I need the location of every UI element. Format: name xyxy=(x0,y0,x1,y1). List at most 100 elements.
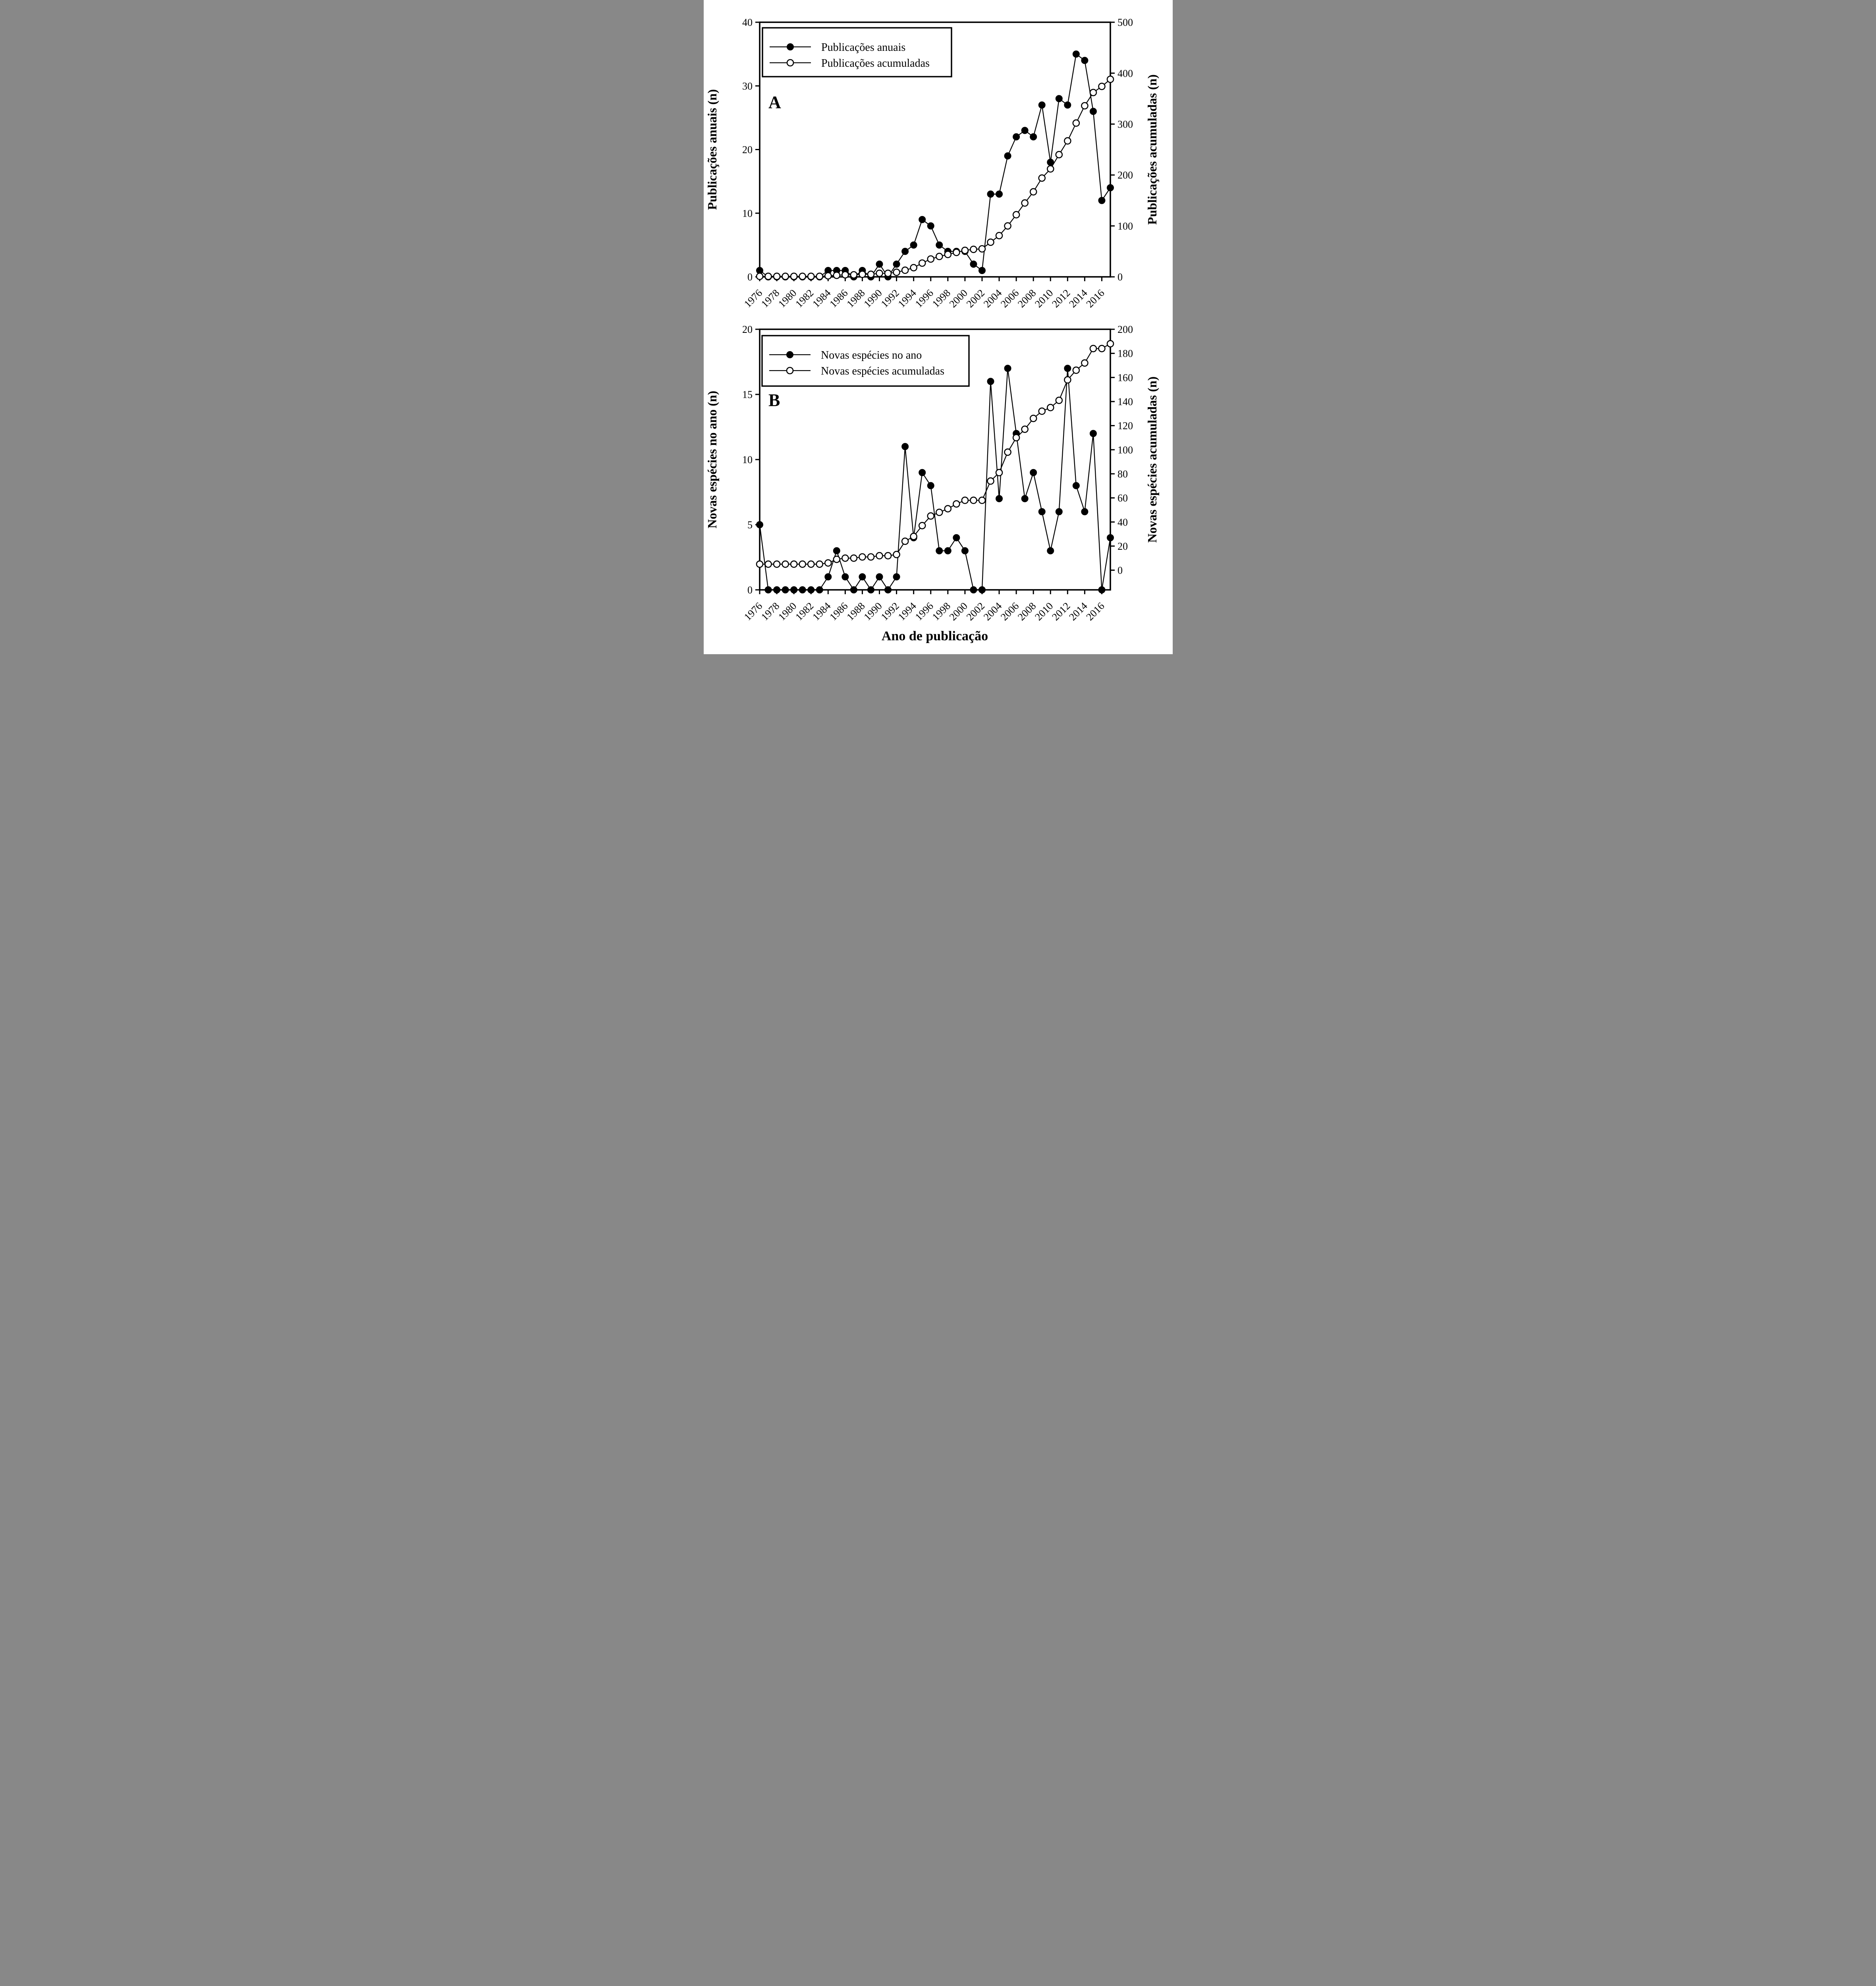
data-point xyxy=(1055,95,1063,102)
data-point xyxy=(764,560,772,568)
data-point xyxy=(1081,57,1088,64)
x-tick-label: 1978 xyxy=(759,287,782,310)
data-point xyxy=(995,190,1003,198)
chart-svg: 1976197819801982198419861988199019921994… xyxy=(705,17,1159,643)
data-point xyxy=(935,508,943,516)
y-tick-label: 300 xyxy=(1117,119,1133,130)
data-point xyxy=(986,190,994,198)
data-point xyxy=(969,586,977,593)
data-point xyxy=(1063,137,1071,145)
legend-label: Publicações anuais xyxy=(821,41,905,54)
data-point xyxy=(901,267,909,274)
y-tick-label: 60 xyxy=(1117,493,1128,504)
data-point xyxy=(944,547,952,554)
y-tick-label: 200 xyxy=(1117,324,1133,335)
data-point xyxy=(1004,152,1011,160)
x-tick-label: 1996 xyxy=(913,287,935,310)
data-point xyxy=(833,555,840,563)
series-cumulative xyxy=(756,340,1114,568)
y-tick-label: 500 xyxy=(1117,17,1133,28)
data-point xyxy=(833,271,840,279)
data-point xyxy=(1038,101,1046,109)
data-point xyxy=(995,469,1003,477)
x-tick-label: 1984 xyxy=(810,600,833,623)
data-point xyxy=(926,255,934,263)
data-point xyxy=(926,512,934,520)
legend-box xyxy=(761,335,970,387)
left-axis-title: Novas espécies no ano (n) xyxy=(705,391,719,529)
x-tick-label: 1998 xyxy=(930,287,952,310)
data-point xyxy=(944,505,952,513)
data-point xyxy=(798,560,806,568)
data-point xyxy=(1106,534,1114,541)
data-point xyxy=(1029,415,1037,422)
data-point xyxy=(986,378,994,385)
data-point xyxy=(893,260,900,268)
series-annual xyxy=(756,50,1114,280)
x-tick-label: 1992 xyxy=(878,600,901,623)
data-point xyxy=(756,272,763,280)
legend-marker xyxy=(786,367,793,375)
right-axis-title: Publicações acumuladas (n) xyxy=(1145,74,1159,225)
data-point xyxy=(961,496,969,504)
y-tick-label: 80 xyxy=(1117,468,1128,480)
data-point xyxy=(875,269,883,277)
data-point xyxy=(986,238,994,246)
data-point xyxy=(773,560,780,568)
data-point xyxy=(1063,365,1071,372)
legend-box xyxy=(761,27,952,77)
x-tick-label: 2002 xyxy=(964,287,986,310)
data-point xyxy=(858,270,866,278)
data-point xyxy=(824,573,832,581)
data-point xyxy=(1089,89,1097,97)
data-point xyxy=(1029,469,1037,476)
data-point xyxy=(867,586,874,593)
data-point xyxy=(816,586,823,593)
data-point xyxy=(790,560,797,568)
data-point xyxy=(756,521,763,528)
right-y-axis: 0 100 200 300 400 500 xyxy=(1110,17,1133,283)
data-point xyxy=(1004,448,1011,456)
x-tick-label: 2012 xyxy=(1050,287,1072,310)
data-point xyxy=(1081,359,1089,367)
y-tick-label: 400 xyxy=(1117,68,1133,79)
legend-label: Publicações acumuladas xyxy=(821,57,930,70)
data-point xyxy=(901,443,909,450)
data-point xyxy=(867,270,874,278)
x-tick-label: 2004 xyxy=(981,600,1004,623)
y-tick-label: 140 xyxy=(1117,396,1133,408)
y-tick-label: 10 xyxy=(742,454,753,466)
data-point xyxy=(918,469,926,476)
data-point xyxy=(969,496,977,504)
data-point xyxy=(1038,407,1046,415)
data-point xyxy=(790,586,797,593)
data-point xyxy=(798,272,806,280)
data-point xyxy=(893,573,900,581)
data-point xyxy=(1098,586,1105,593)
data-point xyxy=(1038,508,1046,516)
x-tick-label: 1986 xyxy=(827,600,850,623)
data-point xyxy=(815,560,823,568)
data-point xyxy=(841,573,849,581)
x-tick-label: 1980 xyxy=(776,287,799,310)
data-point xyxy=(799,586,806,593)
x-axis: 1976197819801982198419861988199019921994… xyxy=(741,277,1106,310)
x-tick-label: 2006 xyxy=(998,287,1021,310)
data-point xyxy=(807,272,815,280)
data-point xyxy=(1072,366,1080,374)
data-point xyxy=(1106,340,1114,348)
x-tick-label: 1976 xyxy=(741,600,764,623)
x-tick-label: 1988 xyxy=(844,600,867,623)
data-point xyxy=(927,222,934,230)
data-point xyxy=(1012,434,1020,442)
legend-marker xyxy=(786,59,794,67)
data-point xyxy=(1098,345,1106,352)
x-tick-label: 1984 xyxy=(810,287,833,310)
data-point xyxy=(1055,396,1063,404)
data-point xyxy=(850,586,857,593)
data-point xyxy=(782,586,789,593)
data-point xyxy=(764,272,772,280)
data-point xyxy=(909,533,917,540)
y-tick-label: 160 xyxy=(1117,372,1133,383)
panel-letter: A xyxy=(768,93,781,112)
